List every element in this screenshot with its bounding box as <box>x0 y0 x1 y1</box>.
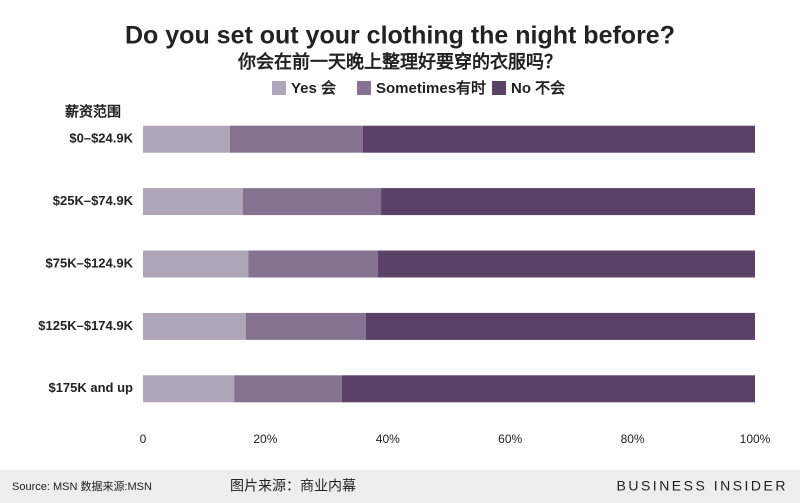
bar-segment <box>229 125 363 153</box>
y-tick-label: $125K–$174.9K <box>38 318 133 333</box>
y-axis-label: 薪资范围 <box>65 104 121 120</box>
y-tick-label: $25K–$74.9K <box>53 193 134 208</box>
x-tick-label: 80% <box>621 432 645 446</box>
y-tick-label: $0–$24.9K <box>69 131 133 146</box>
legend-swatch <box>357 81 371 95</box>
bar-segment <box>378 250 755 278</box>
bar-segment <box>143 375 235 403</box>
chart-subtitle: 你会在前一天晚上整理好要穿的衣服吗？ <box>237 51 562 72</box>
bar-segment <box>143 312 246 340</box>
bar-segment <box>381 188 755 216</box>
footer-band <box>0 470 800 503</box>
brand: BUSINESS INSIDER <box>617 478 788 494</box>
source: Source: MSN 数据来源:MSN <box>12 479 152 493</box>
bar-segment <box>143 125 230 153</box>
bar-segment <box>143 250 249 278</box>
chart-title: Do you set out your clothing the night b… <box>125 22 675 50</box>
legend-label: No 不会 <box>511 79 565 97</box>
x-tick-label: 20% <box>253 432 277 446</box>
x-tick-label: 0 <box>140 432 147 446</box>
bar-segment <box>242 188 382 216</box>
legend-swatch <box>272 81 286 95</box>
legend-label: Sometimes有时 <box>376 79 486 97</box>
legend-swatch <box>492 81 506 95</box>
bar-segment <box>248 250 379 278</box>
y-tick-label: $175K and up <box>48 380 133 395</box>
x-tick-label: 100% <box>740 432 771 446</box>
x-tick-label: 60% <box>498 432 522 446</box>
bar-segment <box>245 312 366 340</box>
y-tick-label: $75K–$124.9K <box>46 255 134 270</box>
x-tick-label: 40% <box>376 432 400 446</box>
bar-segment <box>365 312 755 340</box>
bar-segment <box>362 125 755 153</box>
bar-segment <box>143 188 243 216</box>
legend-label: Yes 会 <box>291 79 336 97</box>
bar-segment <box>341 375 755 403</box>
image-source: 图片来源：商业内幕 <box>230 478 356 494</box>
bar-segment <box>234 375 342 403</box>
